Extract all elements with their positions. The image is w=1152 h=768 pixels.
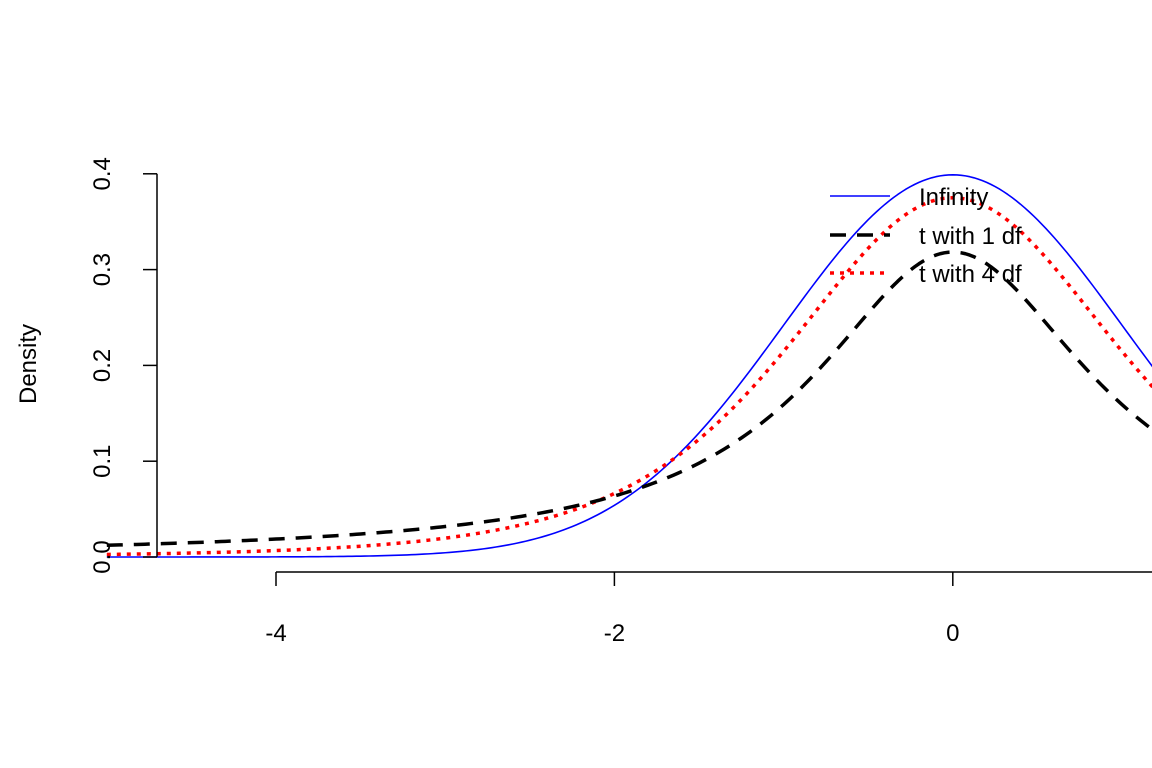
legend: Infinity t with 1 df t with 4 df [830,184,1022,288]
x-tick-label: 0 [946,620,959,647]
y-tick-label: 0.0 [89,540,116,573]
x-tick-label: -2 [604,620,625,647]
series-line-infinity [106,174,1152,558]
axes-layer: 0.00.10.20.30.4-4-2024 [89,157,1152,647]
y-tick-label: 0.1 [89,445,116,478]
y-axis-title: Density [15,324,42,404]
series-line-t-with-4-df [106,196,1152,557]
series-line-t-with-1-df [106,250,1152,548]
legend-label: t with 1 df [919,223,1022,250]
legend-label: t with 4 df [919,261,1022,288]
y-tick-label: 0.3 [89,253,116,286]
series-layer [106,174,1152,558]
y-tick-label: 0.4 [89,157,116,190]
y-tick-label: 0.2 [89,349,116,382]
legend-label: Infinity [919,184,988,211]
x-tick-label: -4 [265,620,286,647]
